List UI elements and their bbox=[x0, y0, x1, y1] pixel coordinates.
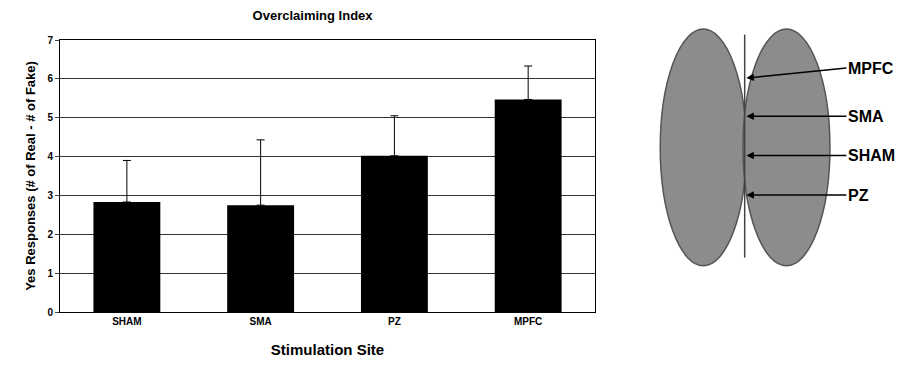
svg-text:0: 0 bbox=[47, 307, 53, 318]
svg-text:SHAM: SHAM bbox=[112, 316, 141, 327]
svg-text:1: 1 bbox=[47, 268, 53, 279]
svg-text:5: 5 bbox=[47, 112, 53, 123]
svg-text:SMA: SMA bbox=[250, 316, 272, 327]
svg-text:Overclaiming Index: Overclaiming Index bbox=[253, 8, 374, 23]
svg-text:3: 3 bbox=[47, 190, 53, 201]
svg-text:PZ: PZ bbox=[388, 316, 401, 327]
svg-text:4: 4 bbox=[47, 151, 53, 162]
svg-text:6: 6 bbox=[47, 73, 53, 84]
svg-text:Yes Responses (# of Real - # o: Yes Responses (# of Real - # of Fake) bbox=[23, 61, 38, 291]
svg-text:PZ: PZ bbox=[848, 187, 869, 204]
svg-text:Stimulation Site: Stimulation Site bbox=[271, 341, 384, 358]
svg-text:MPFC: MPFC bbox=[848, 60, 894, 77]
svg-text:SHAM: SHAM bbox=[848, 147, 895, 164]
svg-text:MPFC: MPFC bbox=[514, 316, 542, 327]
svg-text:2: 2 bbox=[47, 229, 53, 240]
svg-text:SMA: SMA bbox=[848, 108, 884, 125]
svg-text:7: 7 bbox=[47, 35, 53, 46]
